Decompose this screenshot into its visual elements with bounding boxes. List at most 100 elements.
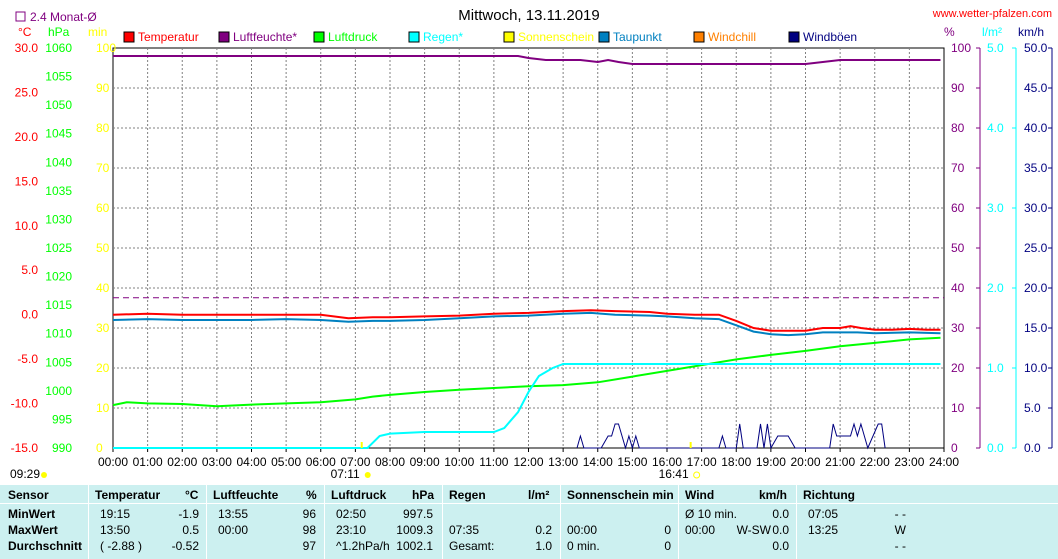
- header-humidity: Luftfeuchte: [213, 488, 279, 502]
- legend-label: Temperatur: [138, 30, 199, 44]
- header-direction: Richtung: [803, 488, 855, 502]
- table-cell: 13:50: [100, 523, 131, 537]
- table-cell: 97: [302, 539, 316, 553]
- table-cell: 98: [302, 523, 316, 537]
- weather-chart: 00:00 01:00 02:00 03:00 04:00 05:00 06:00 07:00…: [10, 7, 1053, 481]
- pressure-axis-label: 1030: [45, 212, 72, 226]
- x-tick-label: 02:00: [167, 455, 197, 469]
- pressure-axis-label: 1060: [45, 41, 72, 55]
- table-cell: - -: [894, 539, 906, 553]
- row-label: MinWert: [8, 507, 56, 521]
- wind-axis-label: 30.0: [1024, 201, 1048, 215]
- pressure-unit: hPa: [48, 25, 70, 39]
- wind-axis-label: 0.0: [1024, 441, 1041, 455]
- pressure-axis-label: 990: [52, 441, 72, 455]
- humidity-axis-label: 100: [951, 41, 971, 55]
- table-cell: 0.0: [772, 507, 789, 521]
- pressure-axis-label: 1005: [45, 355, 72, 369]
- x-tick-label: 14:00: [583, 455, 613, 469]
- pressure-axis-label: 1045: [45, 127, 72, 141]
- rain-axis-label: 4.0: [987, 121, 1004, 135]
- table-cell: W-SW: [736, 523, 771, 537]
- table-cell: 0.2: [535, 523, 552, 537]
- table-cell: W: [894, 523, 906, 537]
- table-cell: 13:55: [218, 507, 249, 521]
- sunset-time: 16:41: [659, 467, 689, 481]
- pressure-axis-label: 1035: [45, 184, 72, 198]
- temp-axis-label: -5.0: [17, 352, 38, 366]
- table-cell: 997.5: [402, 507, 433, 521]
- x-tick-label: 11:00: [479, 455, 508, 469]
- table-cell: 1.0: [535, 539, 552, 553]
- sunrise-time: 07:11: [331, 467, 360, 481]
- table-cell: 0: [664, 539, 671, 553]
- header-rain: Regen: [449, 488, 486, 502]
- table-cell: Gesamt:: [449, 539, 495, 553]
- table-cell: 0.0: [772, 523, 789, 537]
- x-tick-label: 20:00: [790, 455, 820, 469]
- temp-axis-label: 15.0: [15, 174, 39, 188]
- rain-axis-label: 3.0: [987, 201, 1004, 215]
- x-tick-label: 12:00: [513, 455, 543, 469]
- x-tick-label: 10:00: [444, 455, 474, 469]
- x-tick-label: 22:00: [860, 455, 890, 469]
- sunshine-axis-label: 50: [96, 241, 110, 255]
- humidity-axis-label: 90: [951, 81, 965, 95]
- x-tick-label: 05:00: [271, 455, 301, 469]
- series-line: [112, 309, 941, 332]
- legend-swatch: [218, 31, 230, 43]
- sunshine-axis-label: 10: [96, 401, 110, 415]
- table-cell: 00:00: [567, 523, 598, 537]
- legend-swatch: [408, 31, 420, 43]
- legend-swatch: [788, 31, 800, 43]
- row-label: MaxWert: [8, 523, 58, 537]
- series-line: [576, 422, 886, 450]
- table-cell: ^1.2hPa/h: [336, 539, 390, 553]
- pressure-axis-label: 995: [52, 412, 72, 426]
- series-line: [112, 311, 941, 337]
- sunshine-axis-label: 90: [96, 81, 110, 95]
- humidity-axis-label: 10: [951, 401, 965, 415]
- x-tick-label: 16:00: [652, 455, 682, 469]
- table-cell: ( -2.88 ): [100, 539, 143, 553]
- humidity-unit: %: [944, 25, 955, 39]
- sunshine-axis-label: 70: [96, 161, 110, 175]
- x-tick-label: 18:00: [721, 455, 751, 469]
- sunshine-axis-label: 80: [96, 121, 110, 135]
- series-line: [113, 55, 941, 65]
- x-tick-label: 17:00: [687, 455, 717, 469]
- rain-axis-label: 5.0: [987, 41, 1004, 55]
- header-sensor: Sensor: [8, 488, 49, 502]
- temp-unit: °C: [18, 25, 32, 39]
- sunshine-axis-label: 30: [96, 321, 110, 335]
- x-tick-label: 23:00: [894, 455, 924, 469]
- temp-axis-label: 10.0: [15, 219, 39, 233]
- table-cell: -1.9: [178, 507, 199, 521]
- table-cell: 0.5: [182, 523, 199, 537]
- temp-axis-label: 0.0: [21, 308, 38, 322]
- humidity-axis-label: 50: [951, 241, 965, 255]
- time-start-label: 09:29: [10, 467, 40, 481]
- time-start-icon: [41, 472, 47, 478]
- wind-axis-label: 45.0: [1024, 81, 1048, 95]
- temp-axis-label: 5.0: [21, 263, 38, 277]
- series-line: [112, 336, 941, 408]
- chart-title: Mittwoch, 13.11.2019: [458, 7, 599, 24]
- table-cell: 02:50: [336, 507, 367, 521]
- table-cell: 23:10: [336, 523, 367, 537]
- wind-axis-label: 40.0: [1024, 121, 1048, 135]
- legend-swatch: [503, 31, 515, 43]
- header-temperature-unit: °C: [185, 488, 199, 502]
- legend-label: Windböen: [803, 30, 857, 44]
- legend-label: Sonnenschein: [518, 30, 594, 44]
- legend-swatch: [313, 31, 325, 43]
- x-tick-label: 09:00: [410, 455, 440, 469]
- temp-axis-label: 20.0: [15, 130, 39, 144]
- rain-axis-label: 1.0: [987, 361, 1004, 375]
- legend-swatch: [693, 31, 705, 43]
- legend-swatch: [123, 31, 135, 43]
- x-tick-label: 03:00: [202, 455, 232, 469]
- wind-axis-label: 5.0: [1024, 401, 1041, 415]
- humidity-axis-label: 60: [951, 201, 965, 215]
- site-url: www.wetter-pfalzen.com: [932, 8, 1052, 20]
